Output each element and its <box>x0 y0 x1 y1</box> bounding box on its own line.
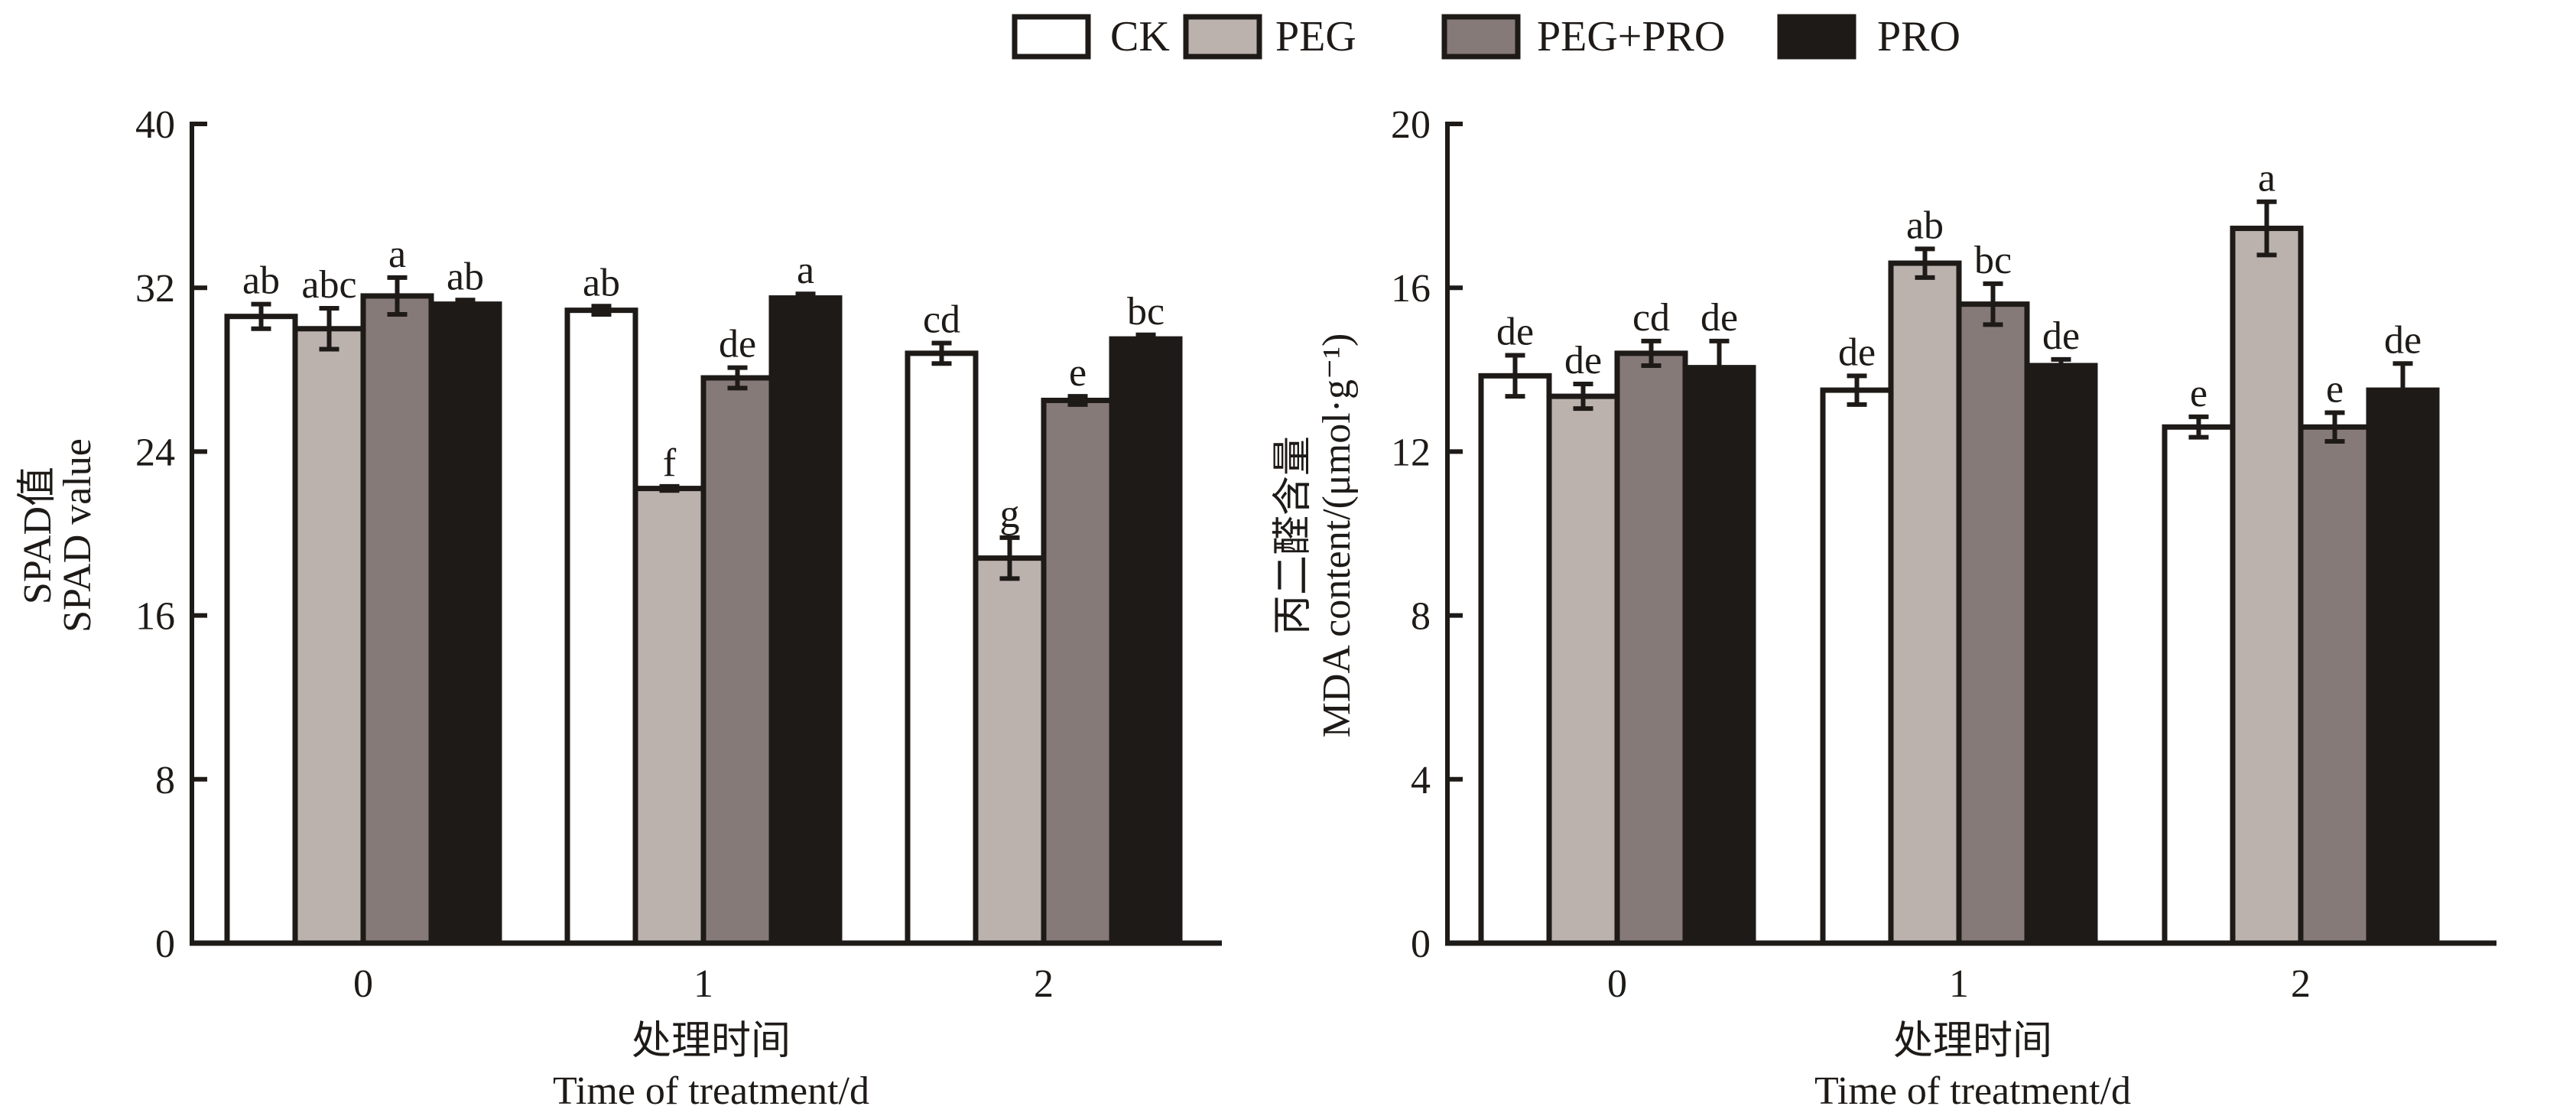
bar-peg-0 <box>1546 393 1620 946</box>
bar-ck-2 <box>905 350 979 946</box>
y-tick-label: 24 <box>135 431 175 474</box>
bar-peg-pro-0 <box>1614 350 1688 946</box>
y-tick-label: 32 <box>135 267 175 311</box>
x-tick-label: 1 <box>694 962 713 1006</box>
significance-label: a <box>797 249 814 292</box>
significance-label: abc <box>301 263 356 307</box>
bar-peg-pro-0 <box>360 293 434 946</box>
significance-label: ab <box>447 255 484 298</box>
y-axis-title-en: SPAD value <box>56 438 99 633</box>
bar-peg-pro-2 <box>2298 424 2372 946</box>
y-axis-title-cn: 丙二醛含量 <box>1272 436 1315 635</box>
significance-label: a <box>2258 157 2276 200</box>
bar-ck-2 <box>2162 424 2236 946</box>
significance-label: ab <box>242 259 280 303</box>
y-tick-label: 8 <box>155 759 175 802</box>
significance-label: a <box>388 233 406 276</box>
y-axis-title-en: MDA content/(μmol·g⁻¹) <box>1315 333 1359 738</box>
legend-label: PRO <box>1877 13 1960 60</box>
legend-label: CK <box>1110 13 1170 60</box>
y-tick-label: 0 <box>1411 922 1431 966</box>
bar-ck-1 <box>1820 387 1894 946</box>
significance-label: e <box>2190 372 2207 415</box>
bar-ck-0 <box>1478 373 1552 946</box>
y-tick-label: 0 <box>155 922 175 966</box>
y-tick-label: 12 <box>1391 431 1431 474</box>
bar-peg-1 <box>1888 260 1962 946</box>
significance-label: ab <box>1906 203 1944 247</box>
significance-label: de <box>1701 296 1738 340</box>
significance-label: ab <box>583 261 620 304</box>
bar-pro-2 <box>2366 387 2440 946</box>
significance-label: f <box>663 441 677 485</box>
y-tick-label: 4 <box>1411 759 1431 802</box>
bar-pro-0 <box>1682 365 1756 946</box>
legend: CK PEG PEG+PRO PRO <box>1012 13 1960 60</box>
x-axis-title-cn: 处理时间 <box>1893 1020 2052 1063</box>
legend-swatch-pro <box>1777 14 1856 60</box>
y-tick-label: 40 <box>135 103 175 147</box>
significance-label: de <box>2384 318 2422 362</box>
bar-peg-2 <box>973 555 1047 946</box>
bar-peg-0 <box>292 326 366 946</box>
significance-label: e <box>1069 351 1087 395</box>
significance-label: de <box>2042 314 2080 358</box>
legend-swatch-peg <box>1183 14 1262 60</box>
y-tick-label: 16 <box>135 595 175 639</box>
legend-swatch-peg-pro <box>1441 14 1521 60</box>
significance-label: e <box>2326 368 2344 412</box>
x-tick-label: 0 <box>353 962 373 1006</box>
significance-label: bc <box>1974 239 2012 282</box>
bar-pro-1 <box>768 295 843 946</box>
x-tick-label: 2 <box>2291 962 2311 1006</box>
bar-peg-pro-2 <box>1041 397 1115 946</box>
legend-swatch-ck <box>1012 14 1091 60</box>
x-axis-title-cn: 处理时间 <box>632 1020 791 1063</box>
significance-label: de <box>719 323 756 366</box>
legend-label: PEG+PRO <box>1537 13 1725 60</box>
bar-pro-0 <box>428 301 502 946</box>
significance-label: cd <box>1632 296 1670 340</box>
significance-label: cd <box>923 298 960 341</box>
x-tick-label: 2 <box>1034 962 1054 1006</box>
significance-label: bc <box>1127 290 1165 333</box>
y-tick-label: 16 <box>1391 267 1431 311</box>
bar-peg-2 <box>2230 226 2304 946</box>
significance-label: de <box>1838 330 1876 374</box>
bar-ck-1 <box>564 307 638 946</box>
bar-ck-0 <box>224 314 298 946</box>
bar-pro-2 <box>1109 336 1183 946</box>
bar-peg-1 <box>632 486 707 946</box>
bar-peg-pro-1 <box>1956 301 2030 946</box>
x-tick-label: 1 <box>1949 962 1969 1006</box>
significance-label: de <box>1496 311 1534 354</box>
x-axis-title-en: Time of treatment/d <box>1814 1069 2131 1113</box>
significance-label: g <box>1000 493 1020 536</box>
x-axis-title-en: Time of treatment/d <box>553 1069 869 1113</box>
legend-label: PEG <box>1275 13 1356 60</box>
y-axis-title-cn: SPAD值 <box>16 467 60 604</box>
x-tick-label: 0 <box>1607 962 1627 1006</box>
significance-label: de <box>1564 339 1602 382</box>
bar-peg-pro-1 <box>700 375 775 946</box>
bar-pro-1 <box>2024 363 2098 946</box>
y-tick-label: 20 <box>1391 103 1431 147</box>
y-tick-label: 8 <box>1411 595 1431 639</box>
